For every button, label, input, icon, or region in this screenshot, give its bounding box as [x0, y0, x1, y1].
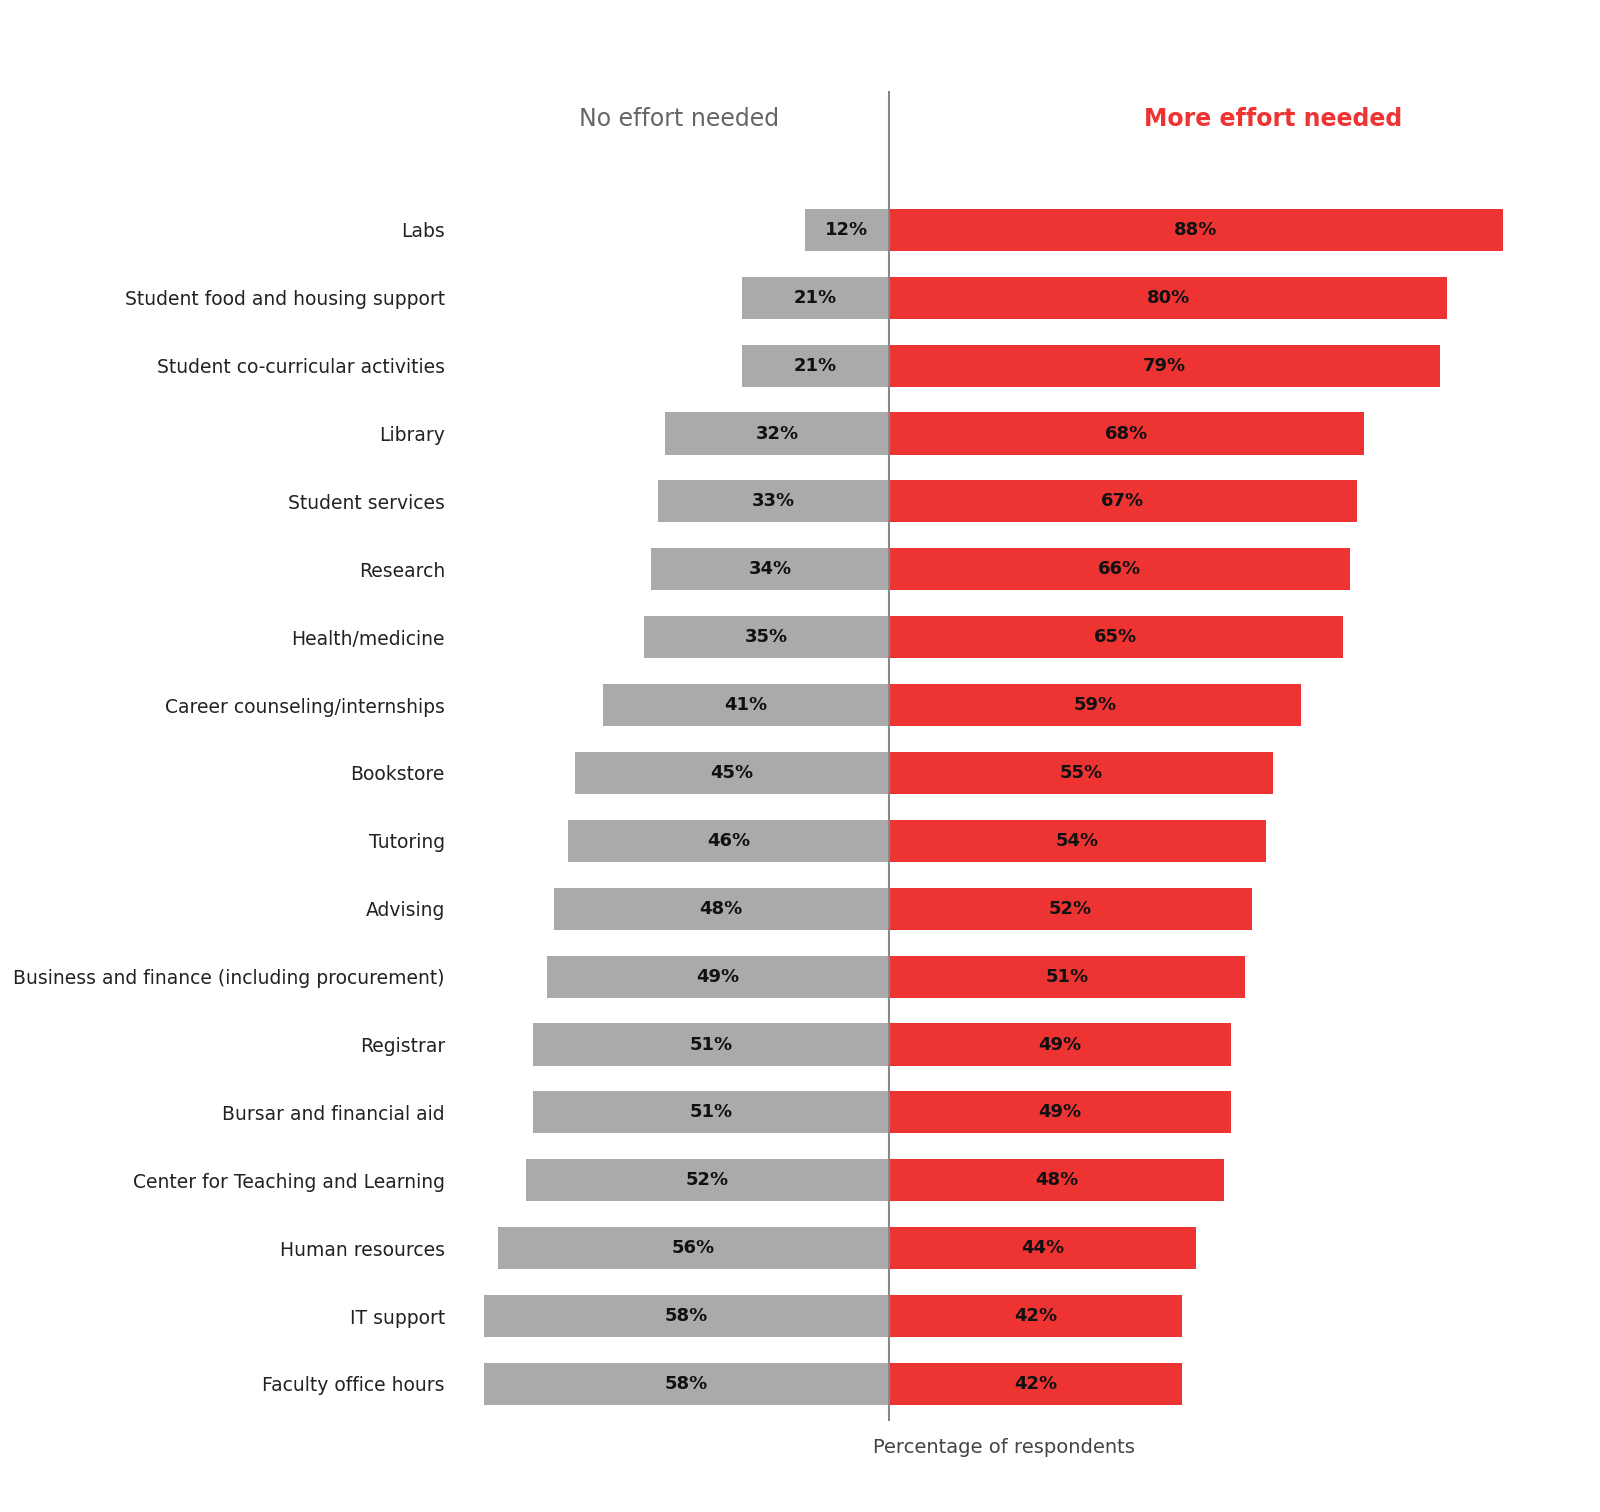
Bar	[659, 481, 890, 523]
Text: 51%: 51%	[690, 1036, 733, 1054]
Text: No effort needed: No effort needed	[579, 107, 779, 132]
Bar	[890, 1294, 1182, 1337]
Bar	[890, 209, 1502, 251]
Bar	[742, 345, 890, 387]
Text: More effort needed: More effort needed	[1144, 107, 1402, 132]
Text: 49%: 49%	[696, 968, 739, 986]
Text: 49%: 49%	[1038, 1036, 1082, 1054]
Text: 48%: 48%	[699, 900, 742, 918]
Bar	[805, 209, 890, 251]
Text: 45%: 45%	[710, 764, 754, 782]
Bar	[890, 1160, 1224, 1202]
Bar	[645, 617, 890, 658]
Bar	[483, 1362, 890, 1405]
Bar	[498, 1228, 890, 1269]
Bar	[554, 888, 890, 930]
Text: 41%: 41%	[725, 696, 768, 714]
Bar	[890, 549, 1349, 590]
Bar	[890, 481, 1357, 523]
Bar	[533, 1024, 890, 1066]
Bar	[547, 956, 890, 998]
Bar	[526, 1160, 890, 1202]
Bar	[890, 1362, 1182, 1405]
Bar	[651, 549, 890, 590]
Bar	[890, 683, 1301, 726]
Text: 79%: 79%	[1142, 357, 1186, 375]
Bar	[533, 1092, 890, 1134]
Text: 42%: 42%	[1014, 1306, 1058, 1325]
Text: 49%: 49%	[1038, 1104, 1082, 1122]
Bar	[568, 820, 890, 862]
Text: 55%: 55%	[1059, 764, 1102, 782]
Text: 51%: 51%	[1045, 968, 1088, 986]
Text: 44%: 44%	[1021, 1240, 1064, 1256]
Text: 52%: 52%	[1048, 900, 1091, 918]
Text: 65%: 65%	[1094, 627, 1138, 646]
Text: 21%: 21%	[794, 289, 837, 307]
Text: 56%: 56%	[672, 1240, 715, 1256]
Text: 66%: 66%	[1098, 561, 1141, 578]
Text: 52%: 52%	[686, 1172, 730, 1190]
Bar	[890, 751, 1272, 794]
Text: 80%: 80%	[1147, 289, 1190, 307]
Bar	[890, 1024, 1230, 1066]
Bar	[890, 956, 1245, 998]
Bar	[890, 277, 1448, 319]
Text: 21%: 21%	[794, 357, 837, 375]
Bar	[603, 683, 890, 726]
Text: 32%: 32%	[755, 425, 798, 443]
Text: 34%: 34%	[749, 561, 792, 578]
Text: 54%: 54%	[1056, 832, 1099, 850]
Bar	[890, 617, 1342, 658]
Bar	[890, 1228, 1195, 1269]
Text: 58%: 58%	[664, 1374, 707, 1393]
Bar	[890, 820, 1266, 862]
Text: 59%: 59%	[1074, 696, 1117, 714]
Bar	[666, 413, 890, 455]
Bar	[890, 1092, 1230, 1134]
Text: 51%: 51%	[690, 1104, 733, 1122]
Text: 46%: 46%	[707, 832, 750, 850]
Text: 42%: 42%	[1014, 1374, 1058, 1393]
X-axis label: Percentage of respondents: Percentage of respondents	[874, 1438, 1134, 1458]
Bar	[890, 888, 1251, 930]
Text: 67%: 67%	[1101, 493, 1144, 511]
Text: 12%: 12%	[826, 221, 869, 239]
Bar	[574, 751, 890, 794]
Text: 88%: 88%	[1174, 221, 1218, 239]
Bar	[483, 1294, 890, 1337]
Text: 68%: 68%	[1104, 425, 1147, 443]
Text: 33%: 33%	[752, 493, 795, 511]
Text: 35%: 35%	[746, 627, 789, 646]
Text: 58%: 58%	[664, 1306, 707, 1325]
Bar	[742, 277, 890, 319]
Text: 48%: 48%	[1035, 1172, 1078, 1190]
Bar	[890, 345, 1440, 387]
Bar	[890, 413, 1363, 455]
